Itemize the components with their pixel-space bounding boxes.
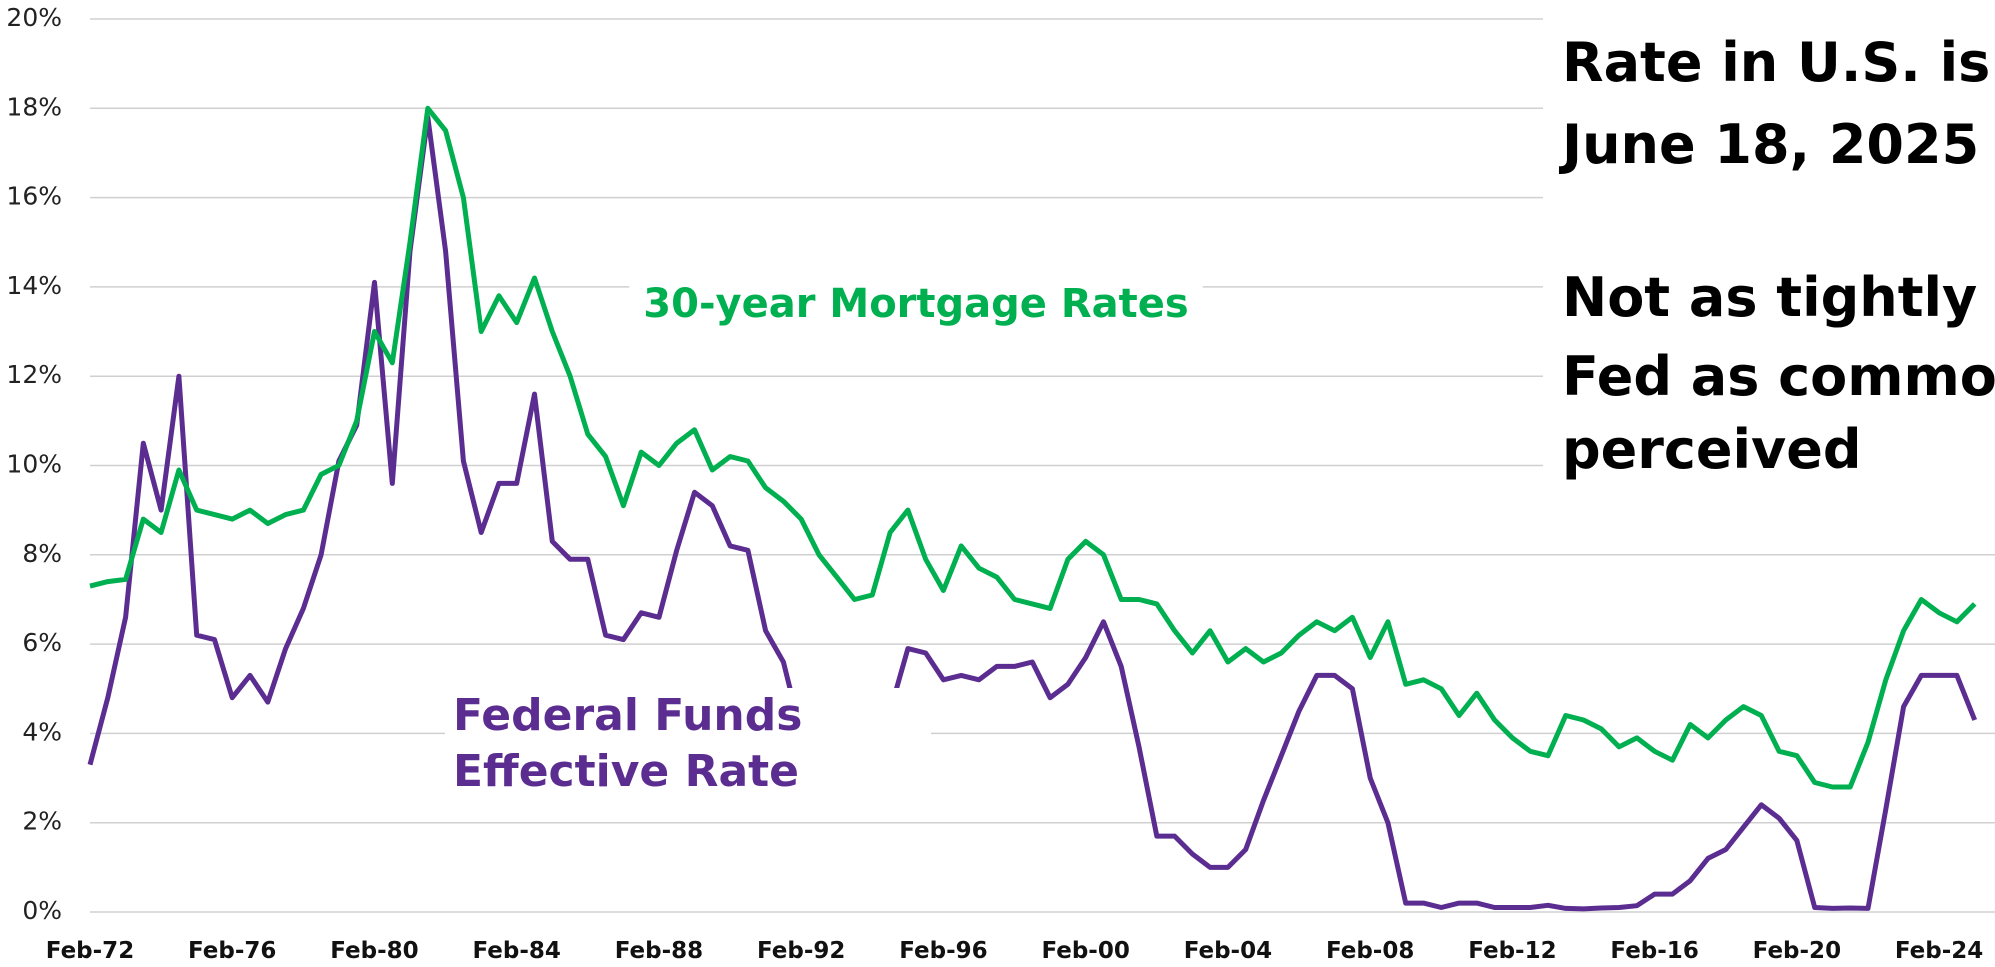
- x-tick-label: Feb-84: [473, 938, 561, 964]
- series-label: 30-year Mortgage Rates: [643, 281, 1188, 327]
- y-tick-label: 0%: [22, 896, 62, 925]
- x-tick-label: Feb-04: [1184, 938, 1272, 964]
- x-tick-label: Feb-92: [757, 938, 845, 964]
- y-tick-label: 2%: [22, 807, 62, 836]
- annotation: Not as tightly ti: [1562, 266, 1995, 329]
- y-tick-label: 14%: [6, 271, 62, 300]
- y-tick-label: 6%: [22, 628, 62, 657]
- x-tick-label: Feb-00: [1041, 938, 1129, 964]
- x-tick-label: Feb-88: [615, 938, 703, 964]
- series-line: [89, 105, 1977, 790]
- y-tick-label: 18%: [6, 92, 62, 121]
- annotation: perceived: [1562, 418, 1862, 481]
- annotation-background: [1543, 0, 1995, 509]
- annotation: June 18, 2025: [1558, 113, 1979, 176]
- x-tick-label: Feb-24: [1895, 938, 1983, 964]
- series-line: [87, 114, 1978, 912]
- y-tick-label: 12%: [6, 360, 62, 389]
- y-tick-label: 16%: [6, 182, 62, 211]
- annotation: Rate in U.S. is: [1562, 31, 1990, 94]
- y-tick-label: 20%: [6, 3, 62, 32]
- x-tick-label: Feb-12: [1468, 938, 1556, 964]
- x-tick-label: Feb-08: [1326, 938, 1414, 964]
- x-tick-label: Feb-96: [899, 938, 987, 964]
- y-tick-label: 4%: [22, 717, 62, 746]
- x-tick-label: Feb-20: [1753, 938, 1841, 964]
- annotation: Fed as commor: [1562, 345, 1995, 408]
- x-tick-label: Feb-72: [46, 938, 134, 964]
- y-tick-label: 8%: [22, 539, 62, 568]
- x-tick-label: Feb-76: [188, 938, 276, 964]
- y-tick-label: 10%: [6, 450, 62, 479]
- x-tick-label: Feb-16: [1610, 938, 1698, 964]
- series-label: Federal Funds Effective Rate: [445, 688, 931, 800]
- x-tick-label: Feb-80: [330, 938, 418, 964]
- label-background: [629, 277, 1203, 331]
